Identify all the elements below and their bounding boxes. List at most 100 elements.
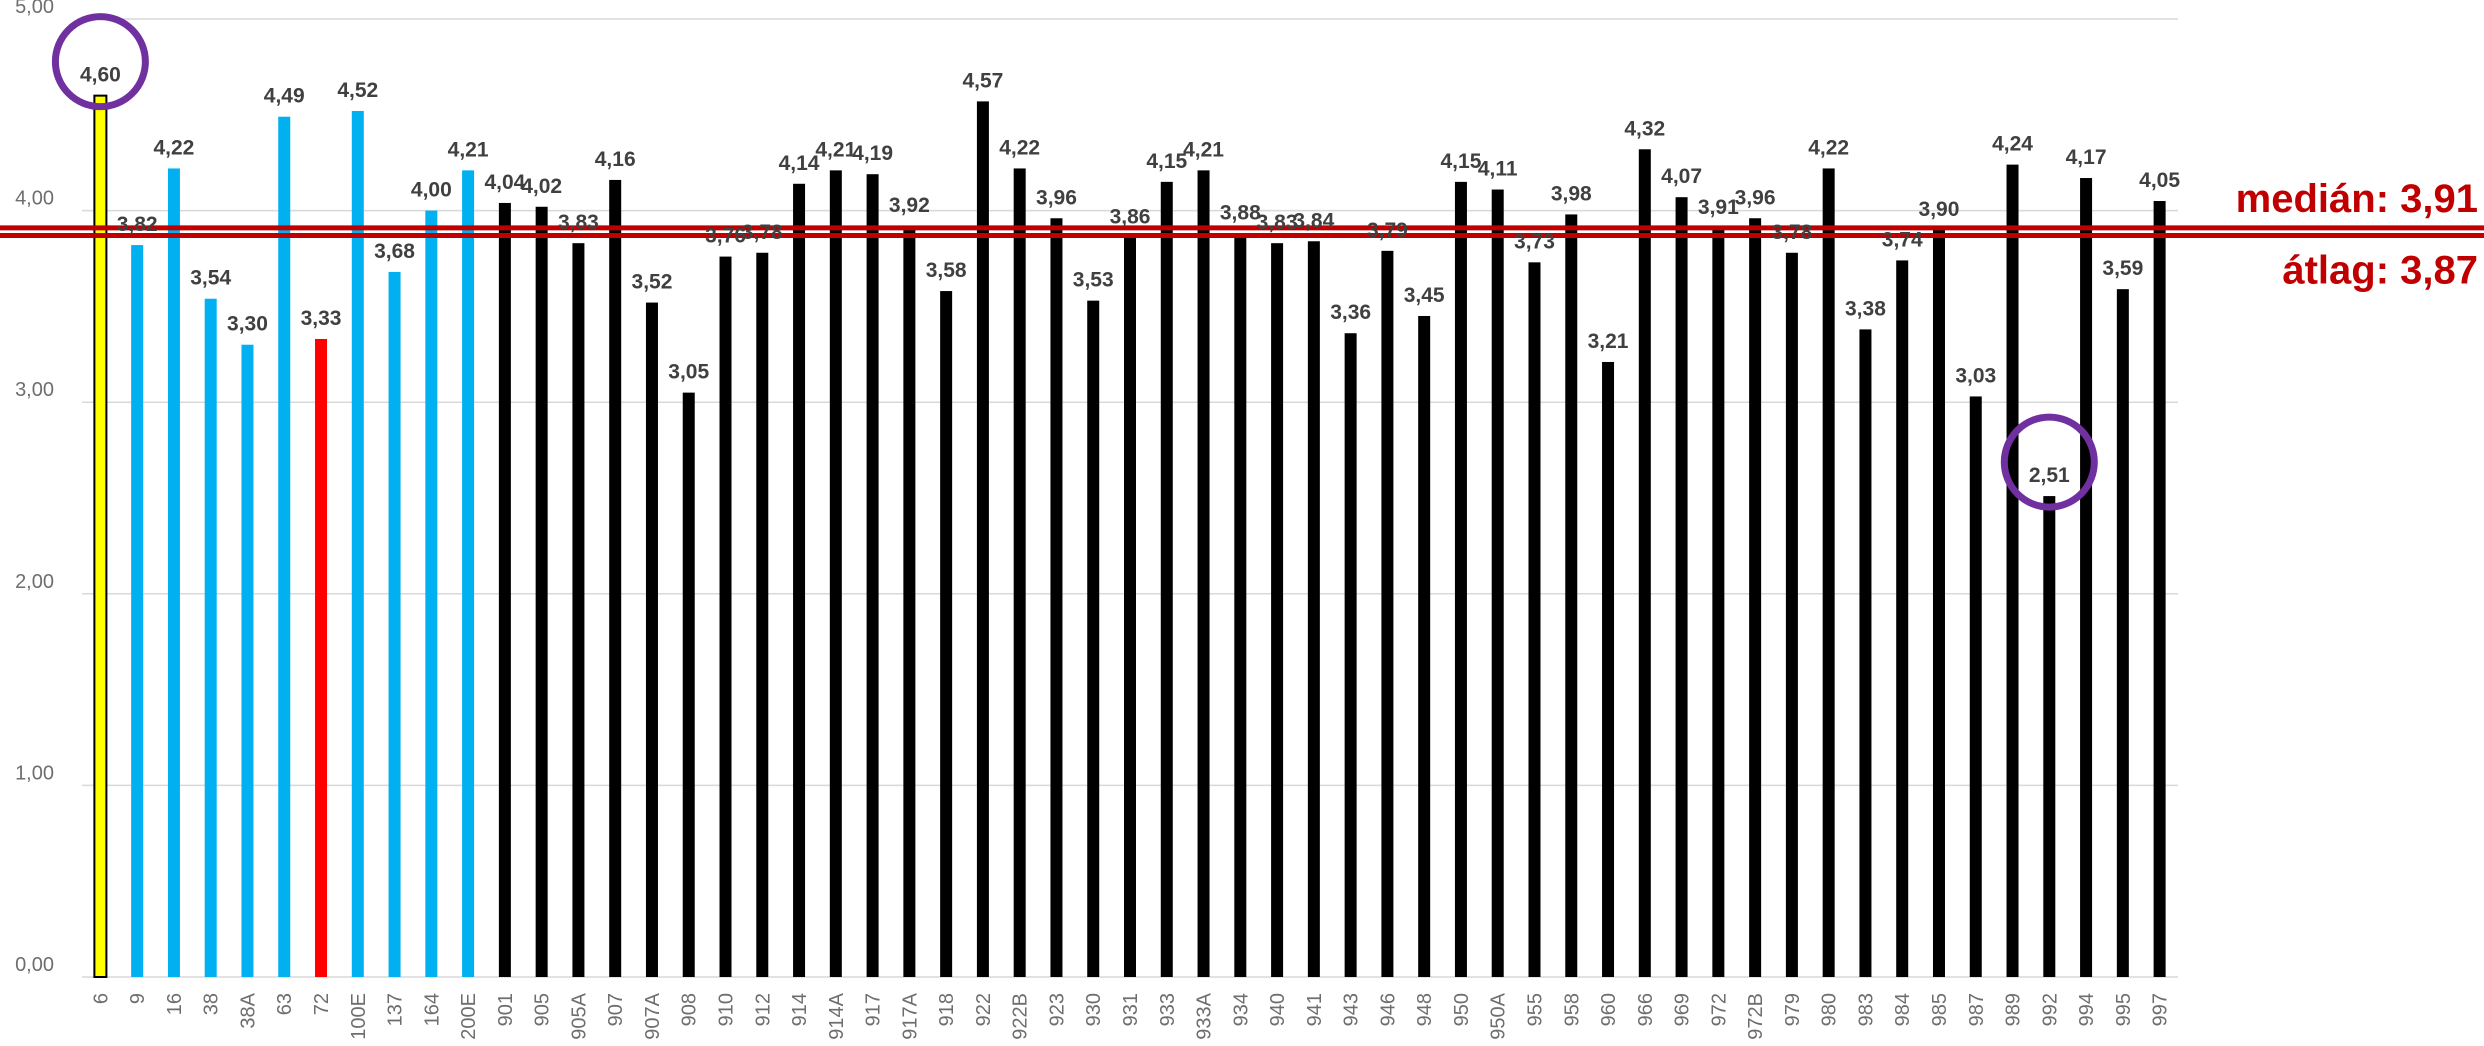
x-tick-label: 933A bbox=[1194, 992, 1216, 1039]
bar bbox=[2006, 164, 2019, 978]
data-label: 3,76 bbox=[705, 225, 746, 248]
x-tick-label: 9 bbox=[127, 993, 149, 1004]
bar bbox=[388, 271, 401, 977]
x-tick-label: 914 bbox=[789, 993, 811, 1026]
data-label: 3,79 bbox=[1367, 219, 1408, 242]
bar bbox=[1234, 233, 1247, 978]
bar bbox=[1050, 218, 1063, 977]
x-tick-label: 907 bbox=[605, 993, 627, 1026]
bar bbox=[682, 392, 695, 977]
x-tick-label: 917A bbox=[899, 992, 921, 1039]
x-axis-ticks: 6 9 16 38 38A 63 72 100E 137 164 200E 901 905 905A 907… bbox=[90, 992, 2171, 1039]
bar bbox=[1013, 168, 1026, 977]
data-label: 3,91 bbox=[1698, 196, 1739, 219]
data-label: 4,21 bbox=[1183, 138, 1224, 161]
bar bbox=[278, 116, 291, 977]
data-label: 3,73 bbox=[1514, 230, 1555, 253]
data-label: 3,96 bbox=[1036, 186, 1077, 209]
x-tick-label: 930 bbox=[1083, 993, 1105, 1026]
x-tick-label: 38A bbox=[237, 992, 259, 1028]
x-tick-label: 972 bbox=[1708, 993, 1730, 1026]
x-tick-label: 914A bbox=[826, 992, 848, 1039]
x-tick-label: 950A bbox=[1488, 992, 1510, 1039]
x-tick-label: 922 bbox=[973, 993, 995, 1026]
data-label: 4,60 bbox=[80, 64, 121, 87]
highlight-circle bbox=[2000, 413, 2098, 511]
data-label: 3,54 bbox=[190, 267, 231, 290]
bar bbox=[756, 252, 769, 977]
data-label: 3,21 bbox=[1588, 330, 1629, 353]
bar bbox=[1932, 229, 1945, 977]
bar bbox=[2116, 289, 2129, 977]
x-tick-label: 979 bbox=[1782, 993, 1804, 1026]
bar bbox=[1381, 250, 1394, 977]
data-label: 3,33 bbox=[301, 307, 342, 330]
x-tick-label: 934 bbox=[1230, 993, 1252, 1026]
bar bbox=[1197, 170, 1210, 977]
bar bbox=[1565, 214, 1578, 977]
bar bbox=[93, 94, 108, 978]
x-tick-label: 940 bbox=[1267, 993, 1289, 1026]
bar bbox=[167, 168, 180, 977]
data-label: 3,58 bbox=[926, 259, 967, 282]
x-tick-label: 989 bbox=[2003, 993, 2025, 1026]
data-label: 3,36 bbox=[1330, 301, 1371, 324]
bar bbox=[1859, 329, 1872, 978]
data-label: 3,92 bbox=[889, 194, 930, 217]
data-label: 3,98 bbox=[1551, 182, 1592, 205]
x-tick-label: 907A bbox=[642, 992, 664, 1039]
x-tick-label: 905A bbox=[568, 992, 590, 1039]
data-label: 4,57 bbox=[962, 69, 1003, 92]
x-tick-label: 941 bbox=[1304, 993, 1326, 1026]
y-tick-label: 0,00 bbox=[15, 954, 54, 976]
bar bbox=[351, 110, 364, 977]
x-tick-label: 923 bbox=[1046, 993, 1068, 1026]
data-label: 3,96 bbox=[1735, 186, 1776, 209]
bar bbox=[1491, 189, 1504, 978]
y-tick-label: 1,00 bbox=[15, 762, 54, 784]
reference-lines: medián: 3,91 átlag: 3,87 bbox=[0, 177, 2484, 293]
x-tick-label: 917 bbox=[863, 993, 885, 1026]
data-label: 4,05 bbox=[2139, 169, 2180, 192]
reference-label: átlag: 3,87 bbox=[2282, 249, 2478, 293]
x-tick-label: 946 bbox=[1377, 993, 1399, 1026]
bar bbox=[1896, 260, 1909, 977]
data-labels: 4,60 3,82 4,22 3,54 3,30 4,49 3,33 4,52 3,68 4,00… bbox=[80, 64, 2180, 487]
data-label: 3,82 bbox=[117, 213, 158, 236]
bar bbox=[1418, 315, 1431, 978]
data-label: 3,05 bbox=[668, 361, 709, 384]
data-label: 2,51 bbox=[2029, 464, 2070, 487]
x-tick-label: 908 bbox=[679, 993, 701, 1026]
x-tick-label: 912 bbox=[752, 993, 774, 1026]
bar bbox=[204, 298, 217, 978]
y-tick-label: 5,00 bbox=[15, 0, 54, 18]
data-label: 3,52 bbox=[632, 271, 673, 294]
bar bbox=[462, 170, 475, 977]
data-label: 4,00 bbox=[411, 179, 452, 202]
bar bbox=[1712, 227, 1725, 977]
bar-layer bbox=[93, 94, 2166, 978]
bar bbox=[2043, 496, 2056, 977]
bar bbox=[2153, 201, 2166, 977]
bar bbox=[1160, 181, 1173, 978]
x-tick-label: 980 bbox=[1819, 993, 1841, 1026]
bar bbox=[940, 291, 953, 977]
bar bbox=[425, 210, 438, 978]
data-label: 4,17 bbox=[2066, 146, 2107, 169]
data-label: 3,45 bbox=[1404, 284, 1445, 307]
data-label: 3,88 bbox=[1220, 202, 1261, 225]
bar bbox=[1307, 241, 1320, 978]
bar bbox=[1675, 197, 1688, 978]
x-tick-label: 100E bbox=[348, 993, 370, 1040]
x-tick-label: 38 bbox=[201, 993, 223, 1015]
data-label: 4,22 bbox=[153, 136, 194, 159]
x-tick-label: 16 bbox=[164, 993, 186, 1015]
x-tick-label: 905 bbox=[532, 993, 554, 1026]
y-tick-label: 3,00 bbox=[15, 379, 54, 401]
x-tick-label: 955 bbox=[1524, 993, 1546, 1026]
data-label: 4,14 bbox=[779, 152, 820, 175]
bar bbox=[1124, 237, 1136, 977]
data-label: 4,07 bbox=[1661, 165, 1702, 188]
reference-label: medián: 3,91 bbox=[2236, 177, 2478, 221]
